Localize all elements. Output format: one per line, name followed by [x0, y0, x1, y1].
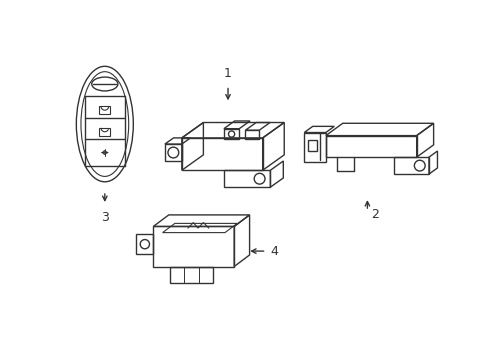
Text: 1: 1	[224, 67, 232, 80]
Text: 2: 2	[371, 208, 379, 221]
Text: 3: 3	[101, 211, 109, 224]
Text: 4: 4	[270, 244, 278, 258]
